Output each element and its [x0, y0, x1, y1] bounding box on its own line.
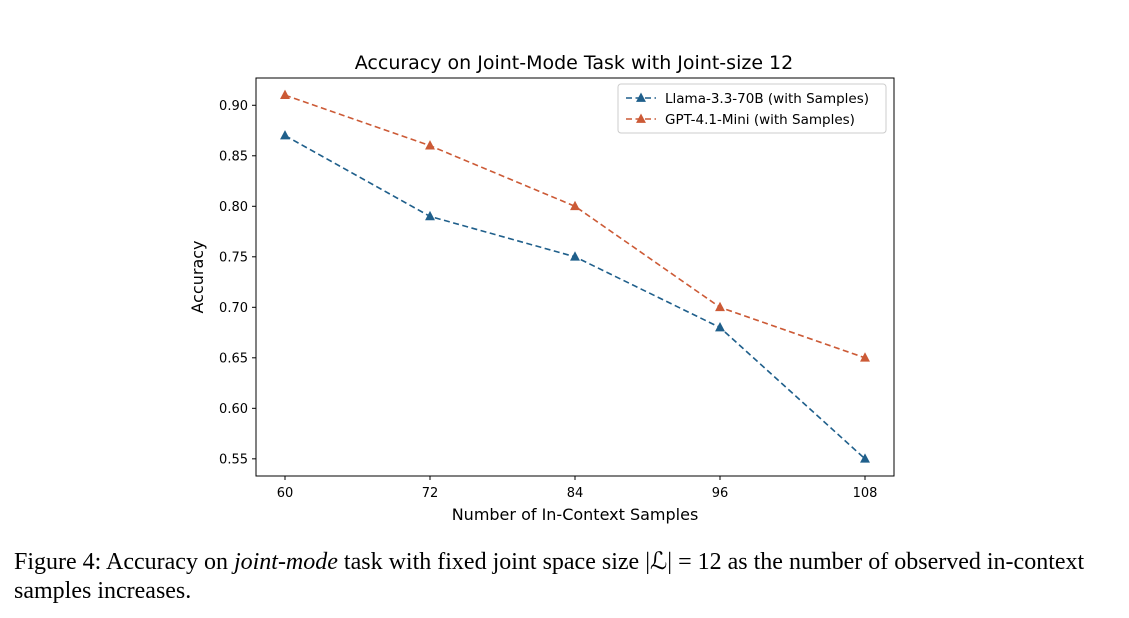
data-point-series-1 [425, 140, 435, 150]
y-tick-label: 0.85 [219, 149, 248, 164]
data-point-series-1 [280, 89, 290, 100]
caption-math: |ℒ| = 12 [645, 549, 722, 575]
y-tick-label: 0.55 [219, 452, 248, 467]
y-tick-label: 0.75 [219, 250, 248, 265]
data-point-series-0 [570, 251, 580, 261]
data-point-series-1 [715, 301, 725, 312]
y-axis-ticks: 0.55 0.60 0.65 0.70 0.75 0.80 0.85 0.90 [219, 99, 256, 467]
figure-caption: Figure 4: Accuracy on joint-mode task wi… [14, 548, 1119, 606]
data-point-series-0 [860, 453, 870, 463]
y-tick-label: 0.60 [219, 402, 248, 417]
legend-label-1: GPT-4.1-Mini (with Samples) [665, 112, 855, 128]
plot-area-frame [255, 77, 895, 477]
x-tick-label: 72 [422, 486, 439, 501]
y-tick-label: 0.65 [219, 351, 248, 366]
data-point-series-1 [570, 200, 580, 211]
series-line-1 [284, 94, 866, 359]
legend-label-0: Llama-3.3-70B (with Samples) [665, 91, 869, 107]
legend-marker-0 [636, 92, 646, 102]
y-tick-label: 0.90 [219, 99, 248, 114]
caption-prefix: Figure 4: Accuracy on [14, 549, 234, 575]
data-point-series-1 [860, 352, 870, 362]
series-layer [280, 89, 870, 463]
legend-box [617, 83, 887, 134]
accuracy-line-chart: Accuracy on Joint-Mode Task with Joint-s… [188, 52, 895, 524]
y-axis-label: Accuracy [188, 240, 207, 313]
chart-title: Accuracy on Joint-Mode Task with Joint-s… [355, 52, 793, 74]
data-point-series-0 [715, 322, 725, 332]
data-point-series-0 [280, 130, 290, 140]
legend: Llama-3.3-70B (with Samples) GPT-4.1-Mini… [617, 83, 887, 134]
caption-emphasis: joint-mode [233, 549, 338, 575]
caption-suffix: as the number of observed in-context sam… [14, 549, 1085, 604]
caption-middle: task with fixed joint space size [337, 549, 646, 575]
x-tick-label: 84 [567, 486, 584, 501]
legend-marker-1 [636, 113, 646, 123]
x-tick-label: 96 [712, 486, 729, 501]
data-point-series-0 [425, 210, 435, 221]
series-line-0 [284, 134, 866, 460]
x-tick-label: 108 [853, 486, 878, 501]
y-tick-label: 0.80 [219, 200, 248, 215]
x-axis-label: Number of In-Context Samples [452, 505, 699, 524]
x-axis-ticks: 60 72 84 96 108 [277, 476, 878, 501]
x-tick-label: 60 [277, 486, 294, 501]
y-tick-label: 0.70 [219, 301, 248, 316]
